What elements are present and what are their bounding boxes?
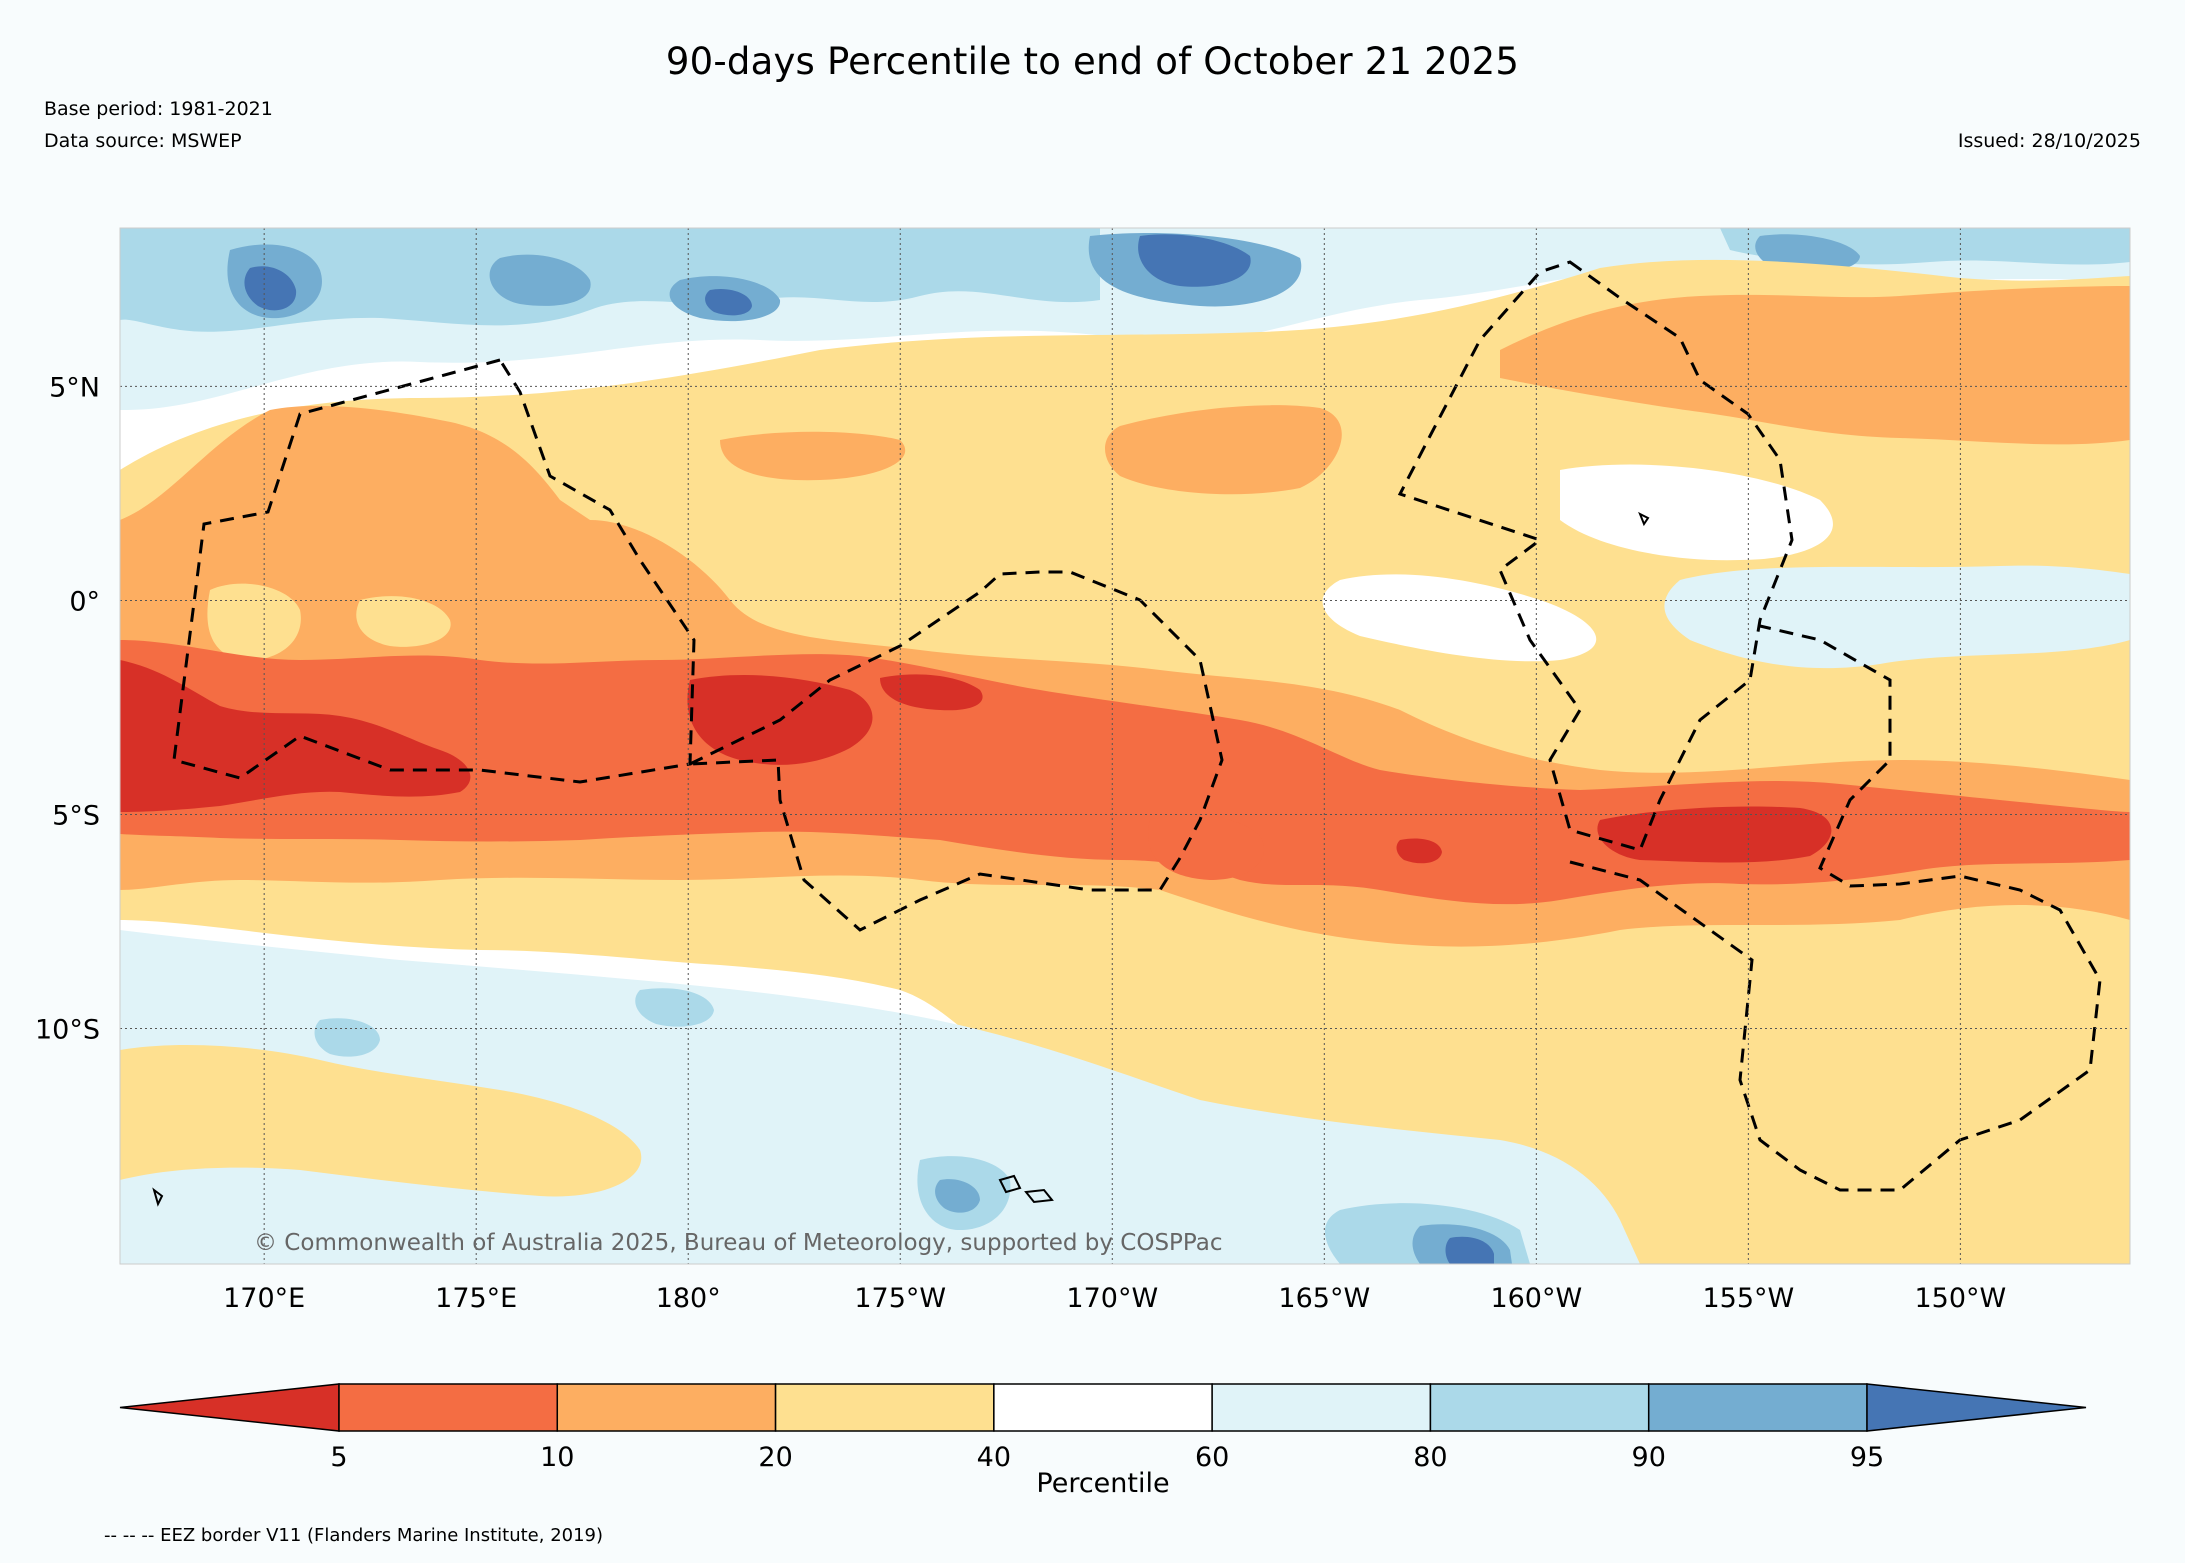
- colorbar-segment: [993, 1383, 1213, 1432]
- colorbar-tick: 10: [540, 1442, 574, 1473]
- base-period: Base period: 1981-2021: [44, 98, 273, 120]
- band-80-90-south: [314, 988, 1530, 1264]
- band-above-95-south: [1445, 1236, 1494, 1264]
- band-20-40-south-west: [120, 1044, 1640, 1197]
- percentile-field: [120, 228, 2130, 1264]
- colorbar-label: Percentile: [1036, 1468, 1169, 1499]
- colorbar-extend-low: [119, 1383, 340, 1432]
- lat-label: 0°: [69, 586, 100, 617]
- band-below-5-dateline: [687, 674, 983, 765]
- data-source: Data source: MSWEP: [44, 130, 242, 152]
- colorbar-tick: 5: [330, 1442, 347, 1473]
- yellow-pocket-west: [207, 583, 451, 660]
- island-tokelau: [1638, 511, 1650, 527]
- map-title: 90-days Percentile to end of October 21 …: [665, 40, 1520, 83]
- lon-label: 160°W: [1490, 1283, 1582, 1314]
- band-90-95-north: [227, 232, 1861, 322]
- eez-border-east: [1397, 260, 1794, 852]
- band-10-20-central: [720, 405, 1342, 495]
- eez-footnote: -- -- -- EEZ border V11 (Flanders Marine…: [104, 1525, 604, 1546]
- longitude-labels: 170°E 175°E 180° 175°W 170°W 165°W 160°W 155°W 1…: [223, 1283, 2006, 1314]
- map-frame: [119, 227, 2131, 1265]
- island-samoa-2: [1024, 1188, 1054, 1204]
- band-10-20-ne: [1500, 286, 2130, 445]
- colorbar-tick: 80: [1413, 1442, 1447, 1473]
- band-80-90-north: [120, 228, 1100, 332]
- band-below-5-west: [120, 660, 471, 812]
- colorbar-segment: [1429, 1383, 1650, 1432]
- colorbar-tick: 60: [1195, 1442, 1229, 1473]
- colorbar-segment: [338, 1383, 559, 1432]
- colorbar-segment: [1647, 1383, 1868, 1432]
- eez-border-west: [172, 358, 696, 784]
- colorbar-tick: 20: [758, 1442, 792, 1473]
- lat-label: 5°N: [49, 372, 100, 403]
- graticule: [120, 228, 2130, 1264]
- lon-label: 175°W: [854, 1283, 946, 1314]
- lon-label: 155°W: [1702, 1283, 1794, 1314]
- lat-label: 5°S: [52, 800, 100, 831]
- colorbar-tick: 90: [1632, 1442, 1666, 1473]
- islands: [152, 511, 1650, 1207]
- colorbar-segment: [774, 1383, 995, 1432]
- lon-label: 170°E: [223, 1283, 305, 1314]
- eez-borders: [172, 260, 2102, 1192]
- issued-date: Issued: 28/10/2025: [1957, 130, 2141, 152]
- lon-label: 170°W: [1066, 1283, 1158, 1314]
- colorbar-segment: [556, 1383, 777, 1432]
- copyright-notice: © Commonwealth of Australia 2025, Bureau…: [254, 1230, 1223, 1256]
- colorbar-tick: 40: [977, 1442, 1011, 1473]
- island-southwest: [152, 1187, 164, 1207]
- band-60-80-east-equator: [1664, 565, 2130, 669]
- colorbar-tick: 95: [1850, 1442, 1884, 1473]
- band-below-5-east: [1396, 806, 1832, 864]
- lon-label: 175°E: [435, 1283, 517, 1314]
- colorbar-extend-high: [1866, 1383, 2087, 1432]
- band-above-95-north: [244, 234, 1251, 316]
- lon-label: 150°W: [1915, 1283, 2007, 1314]
- colorbar: 5 10 20 40 60 80 90 95: [119, 1383, 2087, 1473]
- white-pocket-north: [1322, 464, 1833, 662]
- lat-label: 10°S: [35, 1015, 100, 1046]
- lon-label: 180°: [656, 1283, 721, 1314]
- eez-border-southeast: [1569, 624, 2102, 1192]
- lon-label: 165°W: [1278, 1283, 1370, 1314]
- colorbar-segment: [1211, 1383, 1432, 1432]
- latitude-labels: 5°N 0° 5°S 10°S: [35, 372, 100, 1045]
- island-samoa: [998, 1174, 1022, 1194]
